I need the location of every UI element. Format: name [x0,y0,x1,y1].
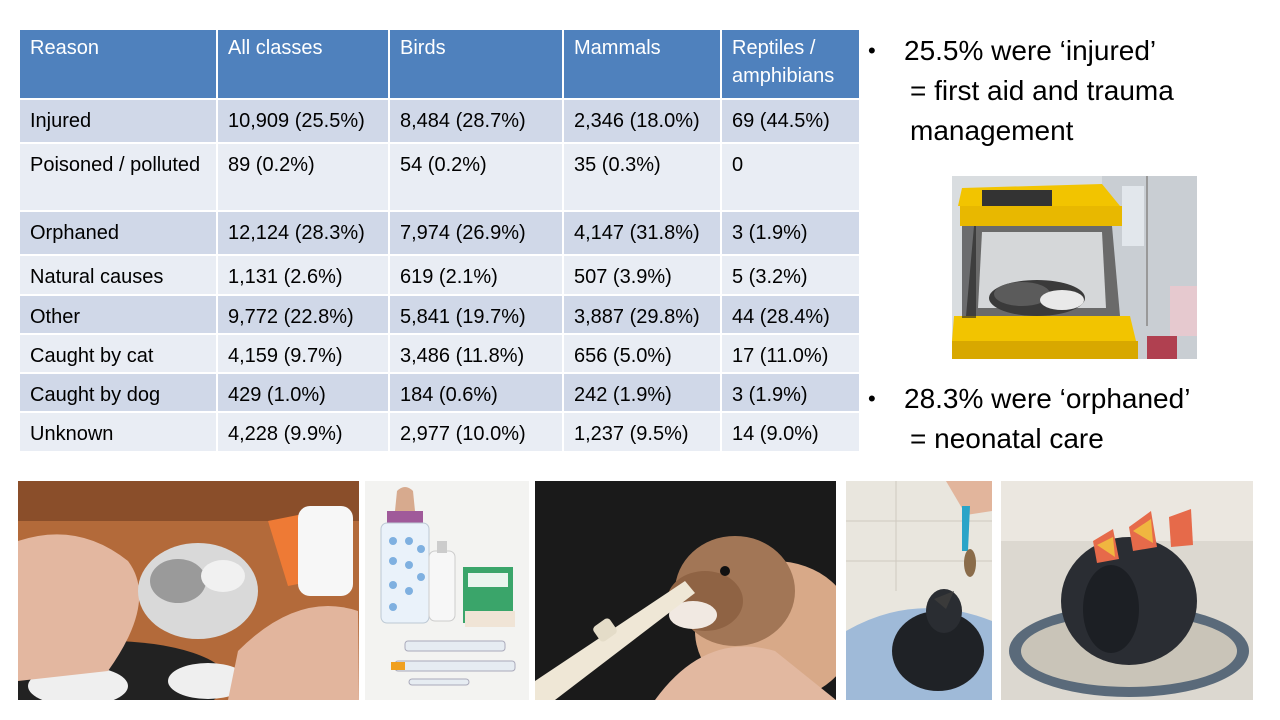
feeding-kit-icon [365,481,529,700]
cell-birds: 2,977 (10.0%) [388,411,564,453]
cell-birds: 3,486 (11.8%) [388,333,564,374]
cell-reptiles: 0 [720,142,861,212]
badger-cub-icon [18,481,359,700]
row-reason: Injured [18,98,218,144]
bullet-detail-line: = neonatal care [910,423,1104,454]
cell-reptiles: 3 (1.9%) [720,372,861,413]
table-header-row: Reason All classes Birds Mammals Reptile… [18,28,861,100]
cell-reptiles: 17 (11.0%) [720,333,861,374]
table-row: Caught by dog 429 (1.0%) 184 (0.6%) 242 … [18,372,861,413]
table-row: Natural causes 1,131 (2.6%) 619 (2.1%) 5… [18,254,861,296]
header-reptiles-amphibians: Reptiles / amphibians [720,28,861,100]
incubator-photo [952,176,1197,359]
cell-reptiles: 69 (44.5%) [720,98,861,144]
nestlings-photo [1001,481,1253,700]
table-row: Unknown 4,228 (9.9%) 2,977 (10.0%) 1,237… [18,411,861,453]
row-reason: Poisoned / polluted [18,142,218,212]
crow-chick-photo [846,481,992,700]
row-reason: Caught by cat [18,333,218,374]
header-reason: Reason [18,28,218,100]
cell-all-classes: 89 (0.2%) [216,142,390,212]
table-row: Orphaned 12,124 (28.3%) 7,974 (26.9%) 4,… [18,210,861,256]
cell-mammals: 3,887 (29.8%) [562,294,722,335]
nestlings-icon [1001,481,1253,700]
table-row: Other 9,772 (22.8%) 5,841 (19.7%) 3,887 … [18,294,861,335]
rescue-reasons-table: Reason All classes Birds Mammals Reptile… [18,28,861,453]
cell-mammals: 242 (1.9%) [562,372,722,413]
bullet-detail-line: = first aid and trauma [910,75,1174,106]
bullet-text: 28.3% were ‘orphaned’ [904,383,1191,414]
bullet-marker: • [868,38,876,63]
table-row: Caught by cat 4,159 (9.7%) 3,486 (11.8%)… [18,333,861,374]
row-reason: Caught by dog [18,372,218,413]
cell-reptiles: 14 (9.0%) [720,411,861,453]
feeding-kit-photo [365,481,529,700]
bullet-detail-line: management [910,115,1074,146]
table-row: Injured 10,909 (25.5%) 8,484 (28.7%) 2,3… [18,98,861,144]
cell-birds: 8,484 (28.7%) [388,98,564,144]
cell-birds: 5,841 (19.7%) [388,294,564,335]
cell-birds: 7,974 (26.9%) [388,210,564,256]
cell-all-classes: 429 (1.0%) [216,372,390,413]
row-reason: Orphaned [18,210,218,256]
cell-all-classes: 4,228 (9.9%) [216,411,390,453]
cell-birds: 184 (0.6%) [388,372,564,413]
cell-mammals: 35 (0.3%) [562,142,722,212]
row-reason: Unknown [18,411,218,453]
table-row: Poisoned / polluted 89 (0.2%) 54 (0.2%) … [18,142,861,212]
cell-reptiles: 3 (1.9%) [720,210,861,256]
cell-all-classes: 4,159 (9.7%) [216,333,390,374]
row-reason: Natural causes [18,254,218,296]
cell-reptiles: 44 (28.4%) [720,294,861,335]
cell-birds: 54 (0.2%) [388,142,564,212]
cell-mammals: 507 (3.9%) [562,254,722,296]
cell-all-classes: 9,772 (22.8%) [216,294,390,335]
cell-mammals: 2,346 (18.0%) [562,98,722,144]
weasel-icon [535,481,836,700]
bullet-marker: • [868,386,876,411]
cell-all-classes: 10,909 (25.5%) [216,98,390,144]
cell-birds: 619 (2.1%) [388,254,564,296]
bullet-text: 25.5% were ‘injured’ [904,35,1157,66]
incubator-icon [952,176,1197,359]
header-birds: Birds [388,28,564,100]
badger-cub-photo [18,481,359,700]
header-mammals: Mammals [562,28,722,100]
crow-chick-icon [846,481,992,700]
cell-all-classes: 12,124 (28.3%) [216,210,390,256]
cell-mammals: 656 (5.0%) [562,333,722,374]
cell-mammals: 1,237 (9.5%) [562,411,722,453]
weasel-photo [535,481,836,700]
header-all-classes: All classes [216,28,390,100]
cell-mammals: 4,147 (31.8%) [562,210,722,256]
cell-all-classes: 1,131 (2.6%) [216,254,390,296]
cell-reptiles: 5 (3.2%) [720,254,861,296]
row-reason: Other [18,294,218,335]
